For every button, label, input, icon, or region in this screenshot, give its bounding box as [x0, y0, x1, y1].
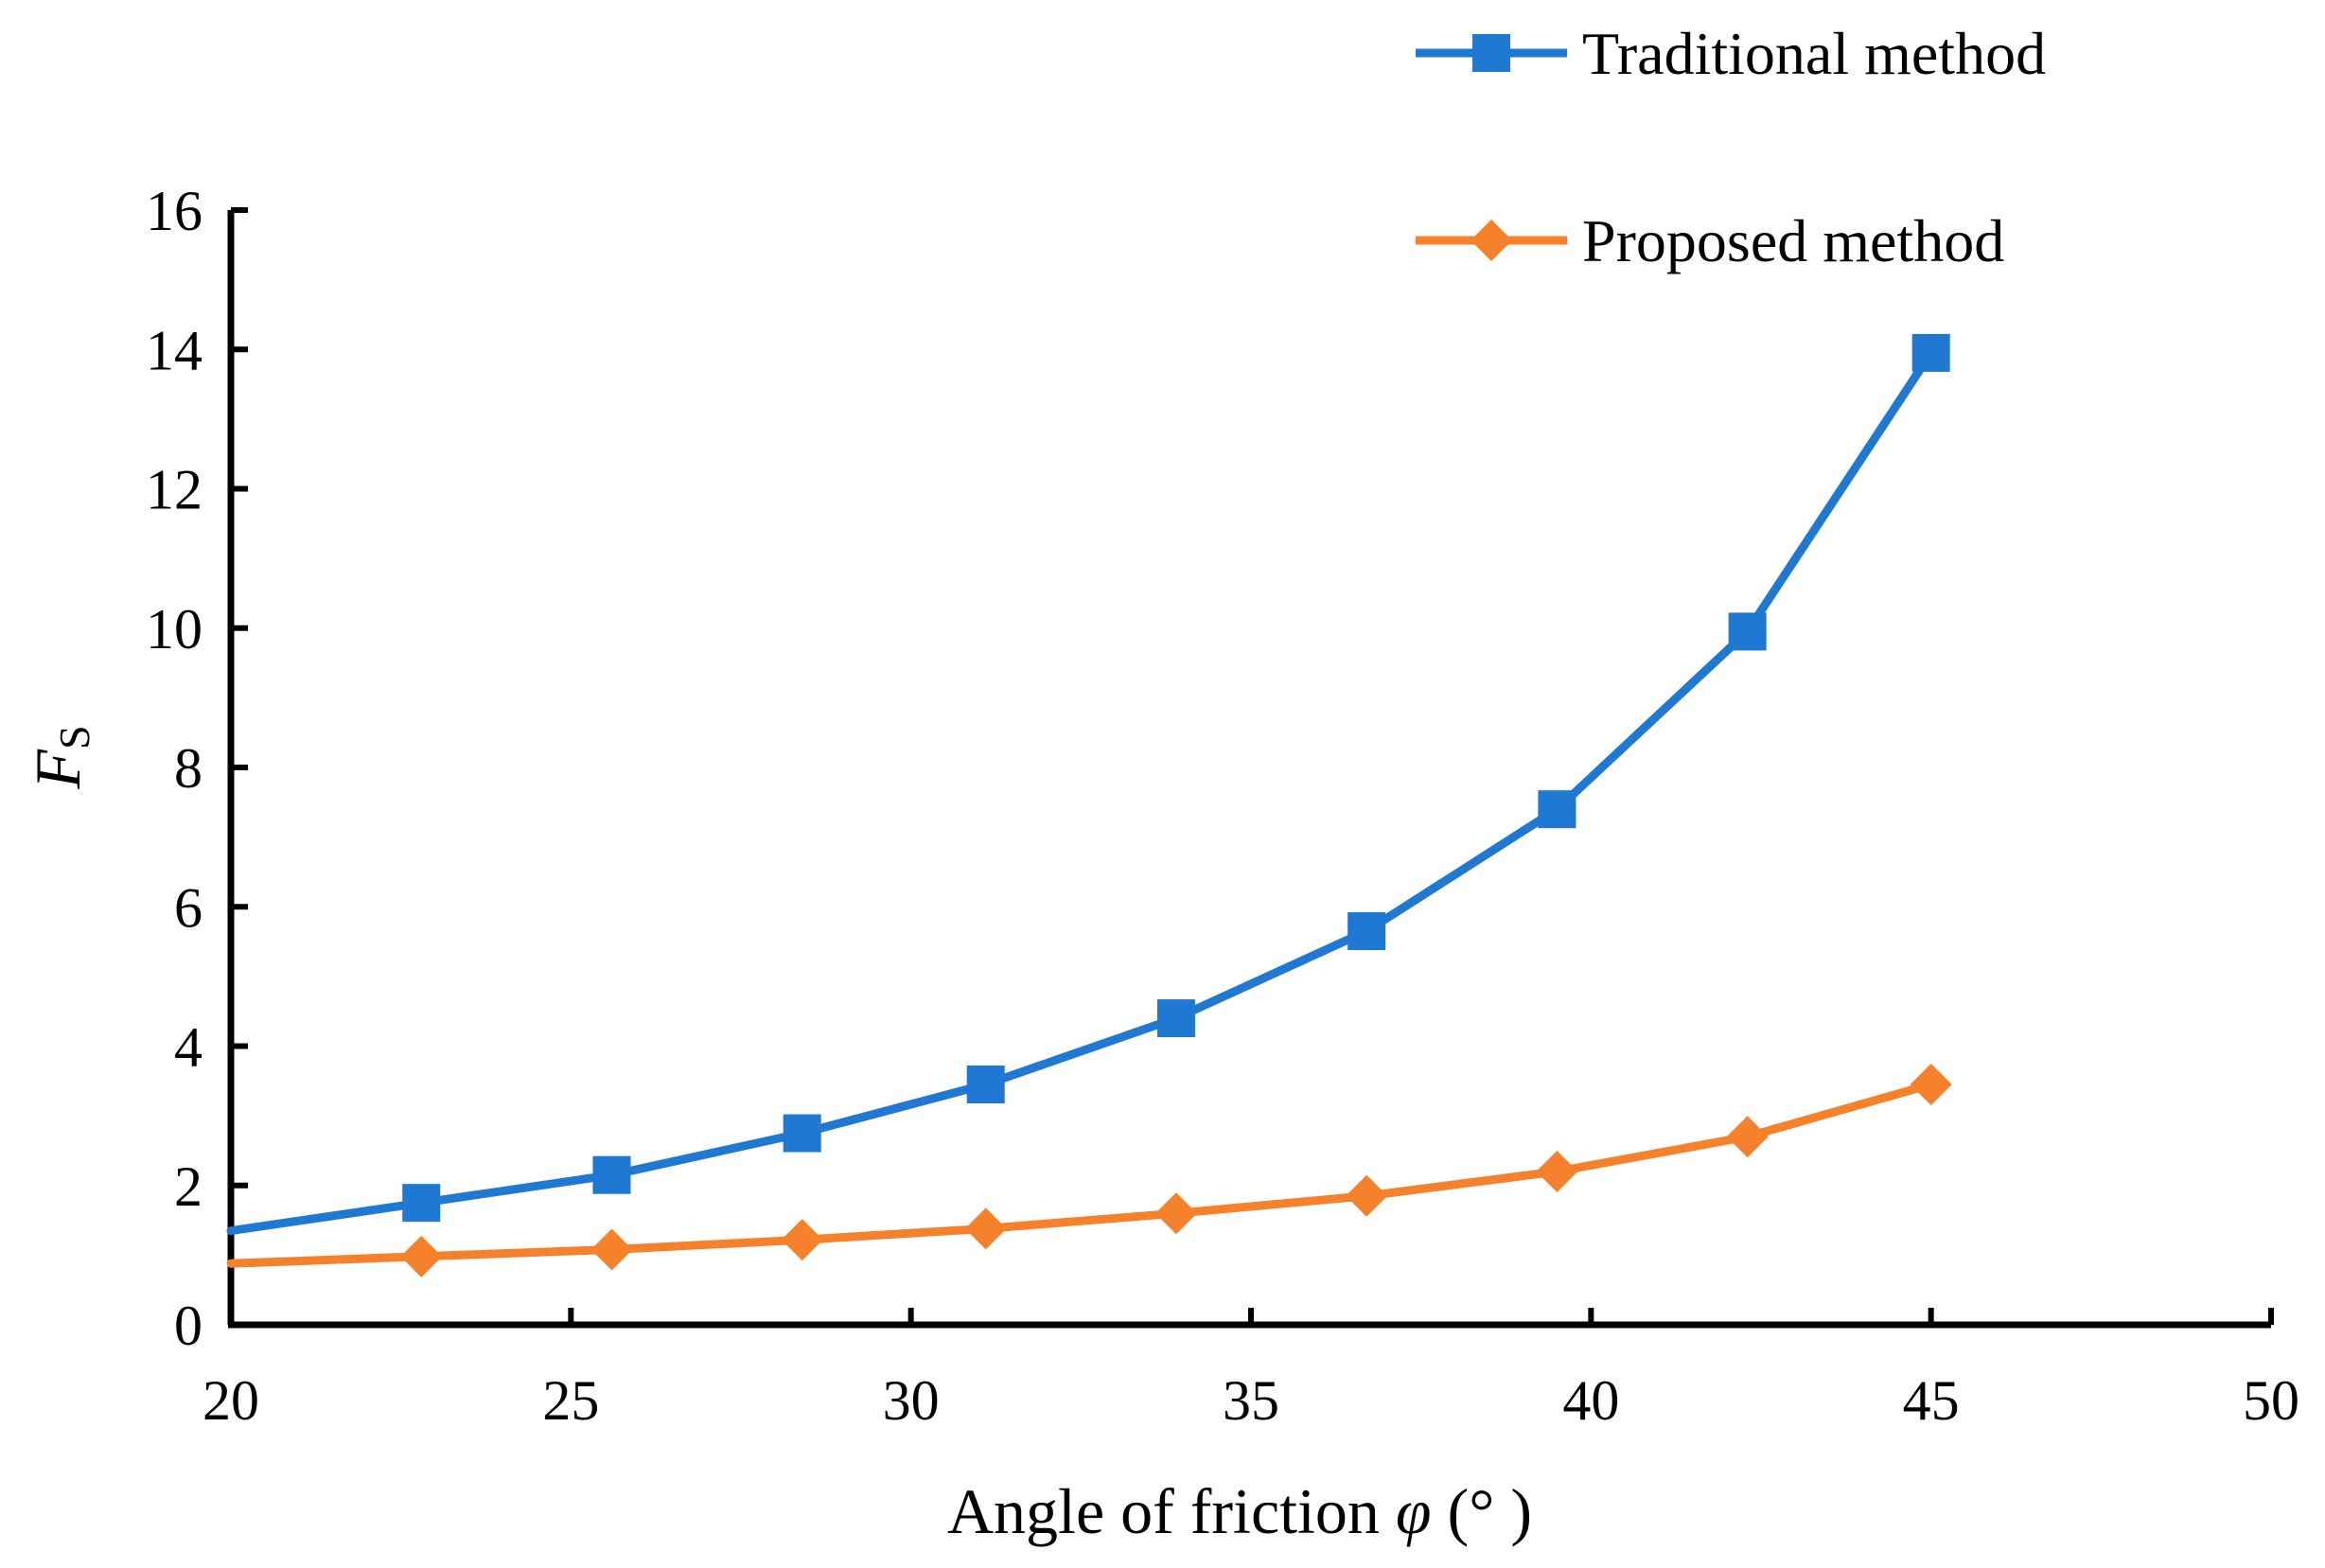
axis-titles: Angle of friction φ (° ) FS [22, 725, 1532, 1547]
series-proposed-method [226, 1063, 1952, 1277]
x-tick-label: 50 [2243, 1369, 2299, 1432]
y-tick-label: 6 [174, 876, 203, 939]
y-axis-title-subscript: S [50, 725, 98, 749]
legend-marker [1471, 220, 1512, 261]
data-point [964, 1207, 1007, 1250]
y-tick-label: 10 [146, 598, 203, 661]
y-tick-label: 12 [146, 459, 203, 521]
data-point [1538, 790, 1576, 829]
x-axis-title: Angle of friction φ (° ) [947, 1475, 1532, 1547]
x-axis-title-unit-open: ( [1432, 1475, 1470, 1547]
y-axis-title-symbol: F [22, 749, 94, 790]
data-point [1726, 1116, 1769, 1158]
data-point [1346, 1174, 1388, 1217]
y-tick-label: 8 [174, 737, 203, 800]
data-point [966, 1065, 1005, 1103]
ticks: 0 2 4 6 8 10 12 14 16 20 25 30 35 40 45 50 [146, 180, 2299, 1432]
legend-label: Proposed method [1582, 207, 2004, 274]
data-point [1911, 333, 1950, 372]
x-tick-label: 45 [1903, 1369, 1960, 1432]
data-point [1910, 1063, 1952, 1105]
x-axis-title-prefix: Angle of friction [947, 1475, 1396, 1547]
y-tick-label: 0 [174, 1295, 203, 1357]
series-layer [226, 333, 1952, 1277]
series-line [226, 1080, 1936, 1268]
legend-item-traditional-method: Traditional method [1416, 20, 2046, 87]
x-axis-title-unit-close: ) [1494, 1475, 1532, 1547]
data-point [781, 1219, 823, 1261]
legend-marker [1472, 34, 1510, 72]
x-tick-label: 40 [1562, 1369, 1619, 1432]
x-axis-title-unit: ° [1469, 1475, 1494, 1547]
axes [227, 210, 2271, 1329]
data-point [783, 1114, 821, 1153]
data-point [1728, 612, 1767, 651]
x-tick-label: 35 [1223, 1369, 1279, 1432]
x-tick-label: 25 [542, 1369, 599, 1432]
legend: Traditional method Proposed method [1416, 20, 2046, 274]
data-point [590, 1228, 633, 1271]
series-traditional-method [226, 333, 1950, 1236]
data-point [1154, 1192, 1197, 1235]
data-point [400, 1235, 443, 1277]
y-tick-label: 2 [174, 1155, 203, 1218]
legend-label: Traditional method [1582, 20, 2046, 87]
x-axis-title-symbol: φ [1396, 1475, 1432, 1547]
data-point [1536, 1151, 1578, 1193]
data-point [402, 1184, 441, 1223]
x-tick-label: 30 [883, 1369, 940, 1432]
data-point [592, 1155, 631, 1194]
legend-item-proposed-method: Proposed method [1416, 207, 2004, 274]
x-tick-label: 20 [203, 1369, 259, 1432]
y-tick-label: 16 [146, 180, 203, 242]
y-tick-label: 4 [174, 1016, 203, 1079]
y-axis-title: FS [22, 725, 98, 789]
data-point [1347, 912, 1386, 951]
series-line [226, 348, 1936, 1236]
data-point [1156, 999, 1195, 1038]
y-tick-label: 14 [146, 319, 203, 381]
